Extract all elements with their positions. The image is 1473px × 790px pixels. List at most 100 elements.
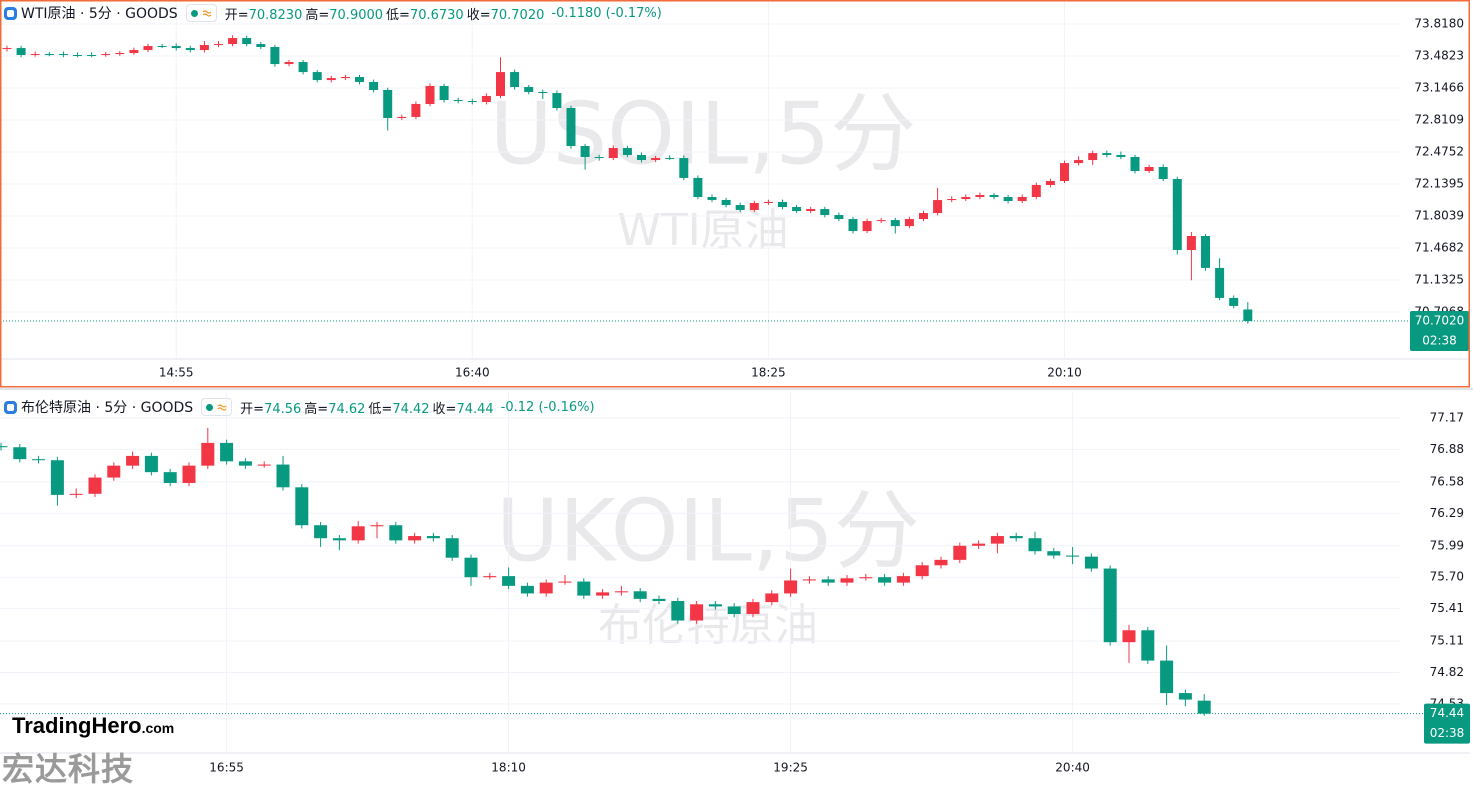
candle-body	[953, 545, 967, 560]
candle	[876, 217, 886, 224]
ohlc-stats: 开=74.56 高=74.62 低=74.42 收=74.44	[240, 398, 497, 417]
candle	[13, 443, 27, 463]
candle	[270, 44, 280, 67]
candle-body	[510, 72, 520, 88]
candle	[369, 79, 379, 93]
stat-label: 开=	[224, 7, 249, 23]
candle	[453, 97, 463, 104]
candle-body	[32, 459, 46, 461]
candle	[143, 43, 153, 52]
candle	[1215, 258, 1225, 301]
candle-body	[721, 199, 731, 206]
candle-body	[690, 604, 704, 621]
candle	[510, 69, 520, 90]
candle-body	[464, 557, 478, 578]
candle-body	[1066, 555, 1080, 557]
stat-value: 70.7020	[490, 7, 545, 23]
candle-body	[1243, 309, 1253, 322]
legend-header: WTI原油 · 5分 · GOODS 开=70.8230 高=70.9000 低=7…	[4, 3, 662, 23]
candle-body	[2, 48, 12, 50]
candle	[633, 588, 647, 603]
candle-body	[784, 580, 798, 594]
candle	[408, 532, 422, 544]
candle	[862, 218, 872, 234]
active-panel-border	[0, 0, 1470, 388]
candle-body	[622, 148, 632, 155]
candle	[840, 575, 854, 586]
candle	[1103, 565, 1117, 646]
candle	[792, 204, 802, 214]
candle	[30, 51, 40, 57]
candle	[276, 455, 290, 491]
stat-label: 收=	[432, 401, 457, 417]
candle	[524, 84, 534, 95]
candle	[1186, 231, 1196, 281]
candle-body	[539, 582, 553, 594]
candle	[1243, 302, 1253, 324]
y-tick-label: 74.82	[1430, 665, 1464, 679]
y-tick-label: 73.1466	[1414, 81, 1464, 95]
candle	[806, 206, 816, 214]
candle	[481, 93, 491, 105]
candle-body	[933, 200, 943, 214]
candle	[107, 462, 121, 481]
candle	[445, 534, 459, 561]
status-badge[interactable]	[201, 398, 233, 416]
candle-body	[171, 46, 181, 49]
candle-body	[708, 604, 722, 607]
candle-body	[633, 591, 647, 599]
candle-body	[389, 525, 403, 541]
candle	[163, 468, 177, 487]
candle-body	[370, 525, 384, 527]
candle-body	[896, 576, 910, 583]
candle	[975, 192, 985, 200]
candle	[834, 212, 844, 222]
candle-body	[115, 52, 125, 55]
symbol-title[interactable]: WTI原油 · 5分 · GOODS	[21, 6, 178, 22]
candle-body	[1074, 160, 1084, 164]
status-badge[interactable]	[185, 4, 217, 22]
x-tick-label: 20:10	[1047, 366, 1082, 380]
stat-label: 低=	[386, 7, 410, 23]
y-tick-label: 77.17	[1430, 410, 1464, 424]
candle-body	[1158, 166, 1168, 179]
candle-body	[904, 219, 914, 227]
stat-label: 收=	[466, 7, 491, 23]
candle	[1084, 553, 1098, 572]
candle-body	[1215, 267, 1225, 298]
y-tick-label: 75.99	[1430, 538, 1464, 552]
y-tick-label: 71.1325	[1414, 272, 1464, 286]
candle-body	[1045, 181, 1055, 186]
candle-body	[652, 598, 666, 602]
candle	[298, 60, 308, 75]
candle-body	[972, 543, 986, 546]
candle-body	[975, 195, 985, 198]
candle	[539, 579, 553, 597]
y-tick-label: 71.4682	[1414, 240, 1464, 254]
candle	[256, 41, 266, 50]
candle-body	[735, 205, 745, 210]
candle-body	[1017, 197, 1027, 202]
candle-body	[242, 38, 252, 45]
candle-body	[228, 38, 238, 45]
candle-body	[182, 465, 196, 483]
candle	[596, 589, 610, 599]
candle	[890, 217, 900, 234]
candle-body	[1130, 156, 1140, 171]
candle	[157, 43, 167, 49]
candle	[919, 210, 928, 222]
candle	[370, 521, 384, 539]
stat-value: 70.6730	[409, 7, 464, 23]
candle	[1201, 233, 1210, 271]
candle	[69, 488, 83, 499]
candle-body	[840, 578, 854, 583]
candle-body	[1102, 153, 1112, 155]
candle	[228, 35, 238, 47]
candle-body	[143, 46, 153, 51]
candle	[552, 90, 562, 111]
y-tick-label: 75.70	[1430, 570, 1464, 584]
symbol-title[interactable]: 布伦特原油 · 5分 · GOODS	[21, 400, 194, 416]
candle	[693, 175, 703, 200]
candle	[332, 534, 346, 551]
candle	[1197, 694, 1211, 716]
